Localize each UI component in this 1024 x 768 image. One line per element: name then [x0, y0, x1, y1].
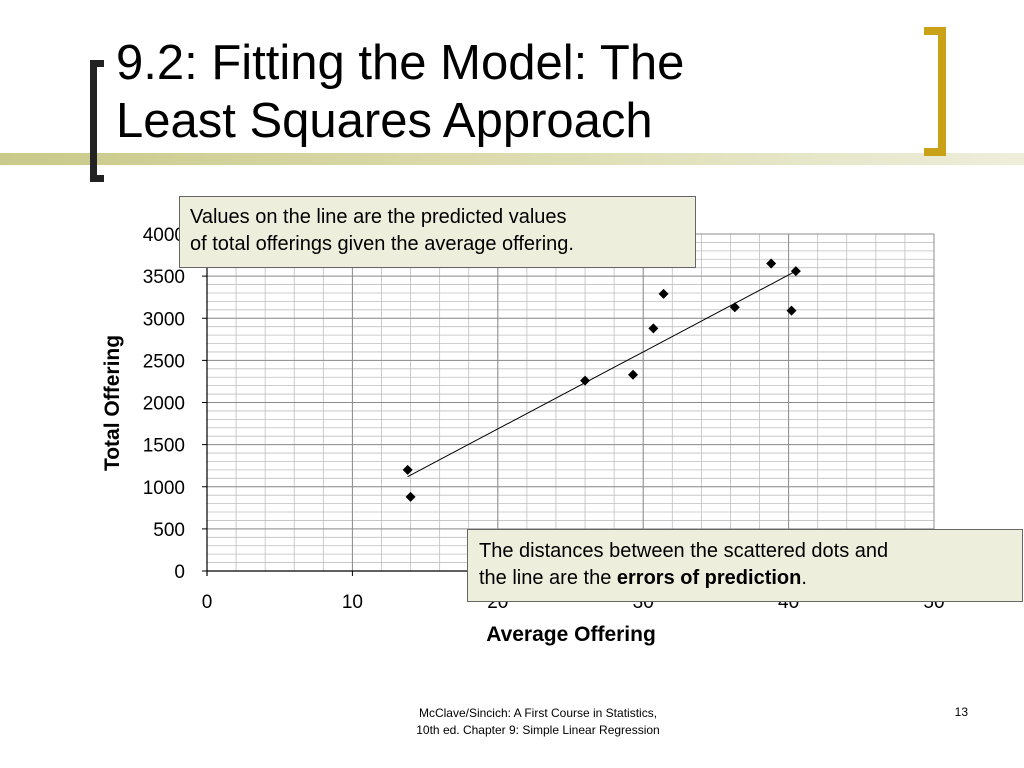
slide-title: 9.2: Fitting the Model: The Least Square… [116, 34, 906, 150]
y-tick-label: 0 [174, 562, 185, 583]
y-tick-label: 2000 [143, 394, 185, 415]
callout-top-line-2: of total offerings given the average off… [190, 233, 574, 255]
y-tick-label: 3500 [143, 267, 185, 288]
data-point [658, 288, 669, 299]
slide-title-line-1: 9.2: Fitting the Model: The [116, 36, 685, 90]
data-point [786, 305, 797, 316]
x-tick-label: 0 [202, 592, 213, 613]
slide-title-line-2: Least Squares Approach [116, 94, 653, 148]
footer-line-2: 10th ed. Chapter 9: Simple Linear Regres… [416, 723, 660, 737]
regression-line [407, 270, 797, 478]
callout-bottom-suffix: . [801, 567, 807, 589]
y-tick-label: 3000 [143, 309, 185, 330]
data-point [405, 491, 416, 502]
y-axis-label: Total Offering [101, 335, 124, 471]
data-point [790, 266, 801, 277]
data-point [766, 258, 777, 269]
data-point [729, 302, 740, 313]
x-axis-label: Average Offering [486, 623, 656, 646]
y-tick-label: 1000 [143, 478, 185, 499]
left-bracket-decoration [90, 60, 104, 182]
slide-number: 13 [954, 705, 968, 719]
chart-points [402, 258, 801, 502]
data-point [648, 323, 659, 334]
x-tick-label: 10 [342, 592, 363, 613]
data-point [628, 369, 639, 380]
callout-bottom-prefix: the line are the [479, 567, 617, 589]
callout-bottom-line-1: The distances between the scattered dots… [479, 540, 889, 562]
footer-line-1: McClave/Sincich: A First Course in Stati… [418, 706, 658, 720]
y-tick-label: 4000 [143, 225, 185, 246]
title-underline-bar [0, 153, 1024, 165]
predicted-values-callout: Values on the line are the predicted val… [179, 196, 696, 268]
y-tick-label: 1500 [143, 436, 185, 457]
data-point [402, 464, 413, 475]
y-tick-label: 500 [153, 520, 185, 541]
callout-bottom-bold: errors of prediction [616, 567, 802, 589]
errors-of-prediction-callout: The distances between the scattered dots… [467, 529, 1023, 602]
callout-top-line-1: Values on the line are the predicted val… [190, 206, 567, 228]
right-bracket-decoration [924, 27, 946, 156]
footer-citation: McClave/Sincich: A First Course in Stati… [370, 705, 706, 739]
y-tick-label: 2500 [143, 351, 185, 372]
chart-axes [202, 233, 935, 576]
chart-fit-line-group [407, 270, 797, 478]
data-point [580, 375, 591, 386]
